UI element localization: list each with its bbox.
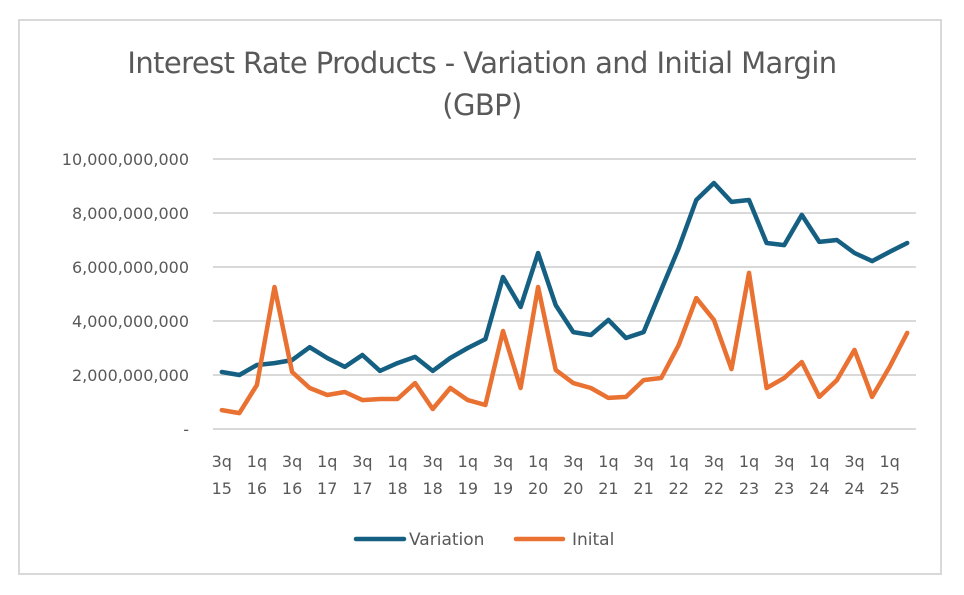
x-tick-year: 21	[598, 479, 618, 498]
x-tick-year: 16	[247, 479, 267, 498]
x-tick-quarter: 3q	[212, 452, 232, 471]
x-tick-year: 17	[317, 479, 337, 498]
chart-frame	[18, 19, 942, 575]
x-tick-quarter: 3q	[493, 452, 513, 471]
x-tick-quarter: 1q	[669, 452, 689, 471]
x-tick-year: 25	[879, 479, 899, 498]
x-tick-quarter: 3q	[844, 452, 864, 471]
x-tick-year: 21	[633, 479, 653, 498]
x-tick-year: 22	[704, 479, 724, 498]
legend-item-variation: Variation	[353, 530, 484, 550]
legend-label: Variation	[409, 530, 484, 550]
y-tick-label: 4,000,000,000	[72, 312, 189, 331]
y-tick-label: 8,000,000,000	[72, 204, 189, 223]
x-tick-year: 18	[423, 479, 443, 498]
x-tick-quarter: 1q	[598, 452, 618, 471]
x-tick-year: 23	[739, 479, 759, 498]
x-tick-year: 15	[212, 479, 232, 498]
x-tick-year: 23	[774, 479, 794, 498]
x-tick-year: 24	[809, 479, 829, 498]
x-tick-quarter: 1q	[528, 452, 548, 471]
x-tick-quarter: 3q	[352, 452, 372, 471]
gridlines	[213, 158, 916, 430]
x-tick-quarter: 3q	[774, 452, 794, 471]
x-tick-year: 17	[352, 479, 372, 498]
x-tick-year: 24	[844, 479, 864, 498]
chart-subtitle: (GBP)	[442, 88, 522, 122]
x-tick-quarter: 3q	[633, 452, 653, 471]
x-tick-quarter: 1q	[387, 452, 407, 471]
x-tick-year: 18	[387, 479, 407, 498]
x-tick-quarter: 1q	[879, 452, 899, 471]
x-tick-quarter: 1q	[317, 452, 337, 471]
legend: Variation Inital	[353, 530, 614, 550]
y-tick-label: 10,000,000,000	[62, 150, 189, 169]
y-tick-label: -	[183, 420, 189, 439]
series-line-variation	[219, 180, 910, 378]
chart-title-line: Interest Rate Products - Variation and I…	[127, 46, 837, 80]
x-tick-quarter: 1q	[809, 452, 829, 471]
x-tick-year: 16	[282, 479, 302, 498]
x-tick-quarter: 3q	[563, 452, 583, 471]
x-tick-quarter: 1q	[458, 452, 478, 471]
x-tick-quarter: 3q	[423, 452, 443, 471]
x-tick-quarter: 1q	[247, 452, 267, 471]
x-tick-quarter: 1q	[739, 452, 759, 471]
chart-title: Interest Rate Products - Variation and I…	[0, 42, 964, 126]
x-tick-year: 20	[528, 479, 548, 498]
y-tick-label: 2,000,000,000	[72, 366, 189, 385]
x-tick-year: 22	[669, 479, 689, 498]
x-tick-year: 19	[458, 479, 478, 498]
x-tick-quarter: 3q	[704, 452, 724, 471]
y-tick-label: 6,000,000,000	[72, 258, 189, 277]
legend-label: Inital	[572, 530, 614, 550]
x-tick-quarter: 3q	[282, 452, 302, 471]
series-lines	[219, 180, 910, 416]
y-axis-ticks: - 2,000,000,000 4,000,000,000 6,000,000,000…	[62, 150, 189, 439]
x-tick-year: 20	[563, 479, 583, 498]
x-axis-ticks: 3q151q163q161q173q171q183q181q193q191q20…	[212, 452, 900, 498]
x-tick-year: 19	[493, 479, 513, 498]
legend-item-inital: Inital	[513, 530, 614, 550]
series-line-inital	[219, 270, 910, 416]
